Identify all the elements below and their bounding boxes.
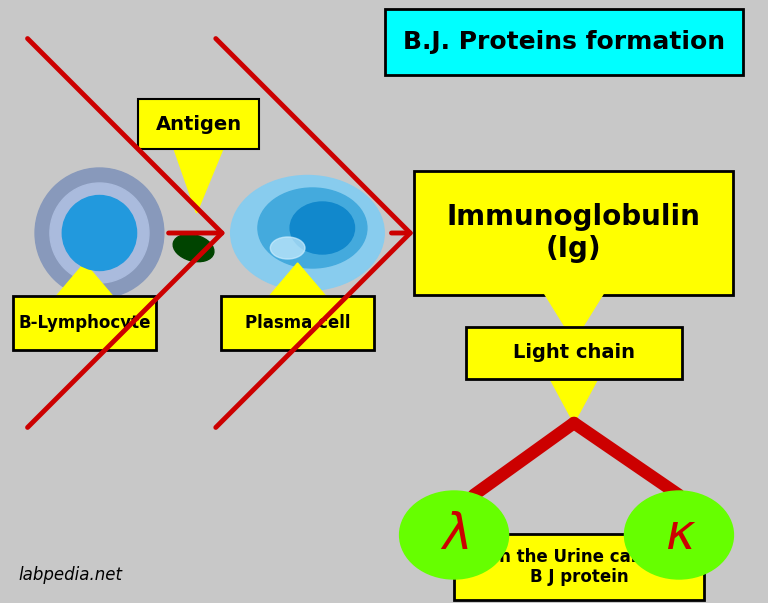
Ellipse shape bbox=[270, 237, 305, 259]
Text: $\kappa$: $\kappa$ bbox=[665, 510, 697, 560]
Text: In the Urine called
B J protein: In the Urine called B J protein bbox=[493, 548, 665, 586]
Text: B-Lymphocyte: B-Lymphocyte bbox=[18, 314, 151, 332]
Text: Antigen: Antigen bbox=[155, 115, 242, 133]
Ellipse shape bbox=[624, 491, 733, 579]
Ellipse shape bbox=[399, 491, 508, 579]
Ellipse shape bbox=[173, 235, 214, 262]
Polygon shape bbox=[55, 263, 114, 298]
Ellipse shape bbox=[62, 195, 137, 271]
Text: Immunoglobulin
(Ig): Immunoglobulin (Ig) bbox=[447, 203, 701, 263]
Ellipse shape bbox=[50, 183, 149, 283]
FancyBboxPatch shape bbox=[13, 296, 156, 350]
Ellipse shape bbox=[230, 175, 384, 291]
Ellipse shape bbox=[35, 168, 164, 298]
FancyBboxPatch shape bbox=[385, 9, 743, 75]
FancyBboxPatch shape bbox=[454, 534, 703, 600]
FancyBboxPatch shape bbox=[221, 296, 374, 350]
Ellipse shape bbox=[258, 188, 367, 268]
FancyBboxPatch shape bbox=[415, 171, 733, 295]
Polygon shape bbox=[545, 293, 604, 341]
Polygon shape bbox=[268, 263, 327, 298]
Text: Plasma cell: Plasma cell bbox=[245, 314, 350, 332]
Polygon shape bbox=[174, 148, 223, 213]
Text: $\lambda$: $\lambda$ bbox=[440, 510, 468, 560]
Ellipse shape bbox=[290, 202, 355, 254]
FancyBboxPatch shape bbox=[466, 327, 682, 379]
Text: B.J. Proteins formation: B.J. Proteins formation bbox=[403, 30, 725, 54]
Polygon shape bbox=[549, 377, 599, 423]
FancyBboxPatch shape bbox=[138, 99, 259, 149]
Text: Light chain: Light chain bbox=[513, 344, 635, 362]
Text: labpedia.net: labpedia.net bbox=[18, 566, 122, 584]
